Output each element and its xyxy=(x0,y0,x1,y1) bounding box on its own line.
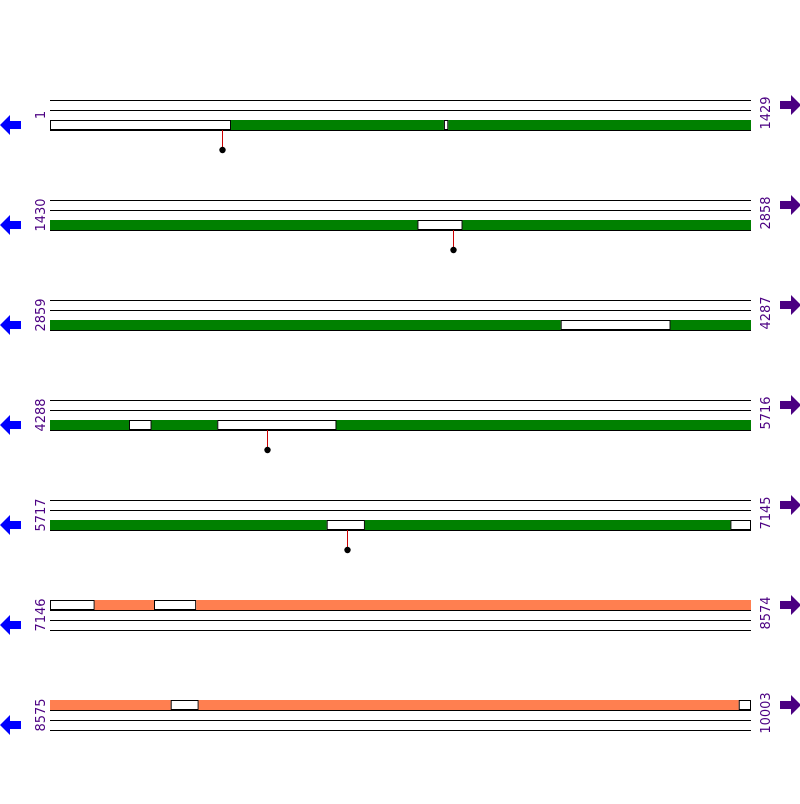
feature-gap xyxy=(417,220,463,230)
left-arrow-icon[interactable] xyxy=(0,615,21,635)
feature-gap xyxy=(50,120,232,130)
row-end-label: 7145 xyxy=(759,496,774,529)
marker-head[interactable] xyxy=(219,146,226,154)
feature-gap xyxy=(738,700,752,710)
left-arrow-icon[interactable] xyxy=(0,315,21,335)
row-end-label: 2858 xyxy=(759,196,774,229)
sequence-row: 4288 5716 xyxy=(0,395,800,454)
left-arrow-icon[interactable] xyxy=(0,215,21,235)
row-end-label: 10003 xyxy=(759,692,774,733)
right-arrow-icon[interactable] xyxy=(780,395,800,415)
feature-bar xyxy=(94,600,154,610)
sequence-row: 1 1429 xyxy=(0,95,800,154)
row-start-label: 1 xyxy=(34,111,49,119)
right-arrow-icon[interactable] xyxy=(780,495,800,515)
sequence-row: 7146 8574 xyxy=(0,595,800,635)
feature-bar xyxy=(50,220,418,230)
right-arrow-icon[interactable] xyxy=(780,695,800,715)
feature-bar xyxy=(336,420,751,430)
feature-gap xyxy=(326,520,365,530)
row-start-label: 2859 xyxy=(34,298,49,331)
row-start-label: 8575 xyxy=(34,698,49,731)
feature-bar xyxy=(364,520,731,530)
marker-head[interactable] xyxy=(264,446,271,454)
feature-gap xyxy=(170,700,199,710)
feature-bar xyxy=(151,420,218,430)
feature-bar xyxy=(50,700,171,710)
row-start-label: 4288 xyxy=(34,398,49,431)
row-end-label: 4287 xyxy=(759,296,774,329)
feature-gap xyxy=(443,120,449,130)
left-arrow-icon[interactable] xyxy=(0,415,21,435)
feature-gap xyxy=(153,600,197,610)
row-end-label: 5716 xyxy=(759,396,774,429)
feature-gap xyxy=(560,320,671,330)
feature-bar xyxy=(231,120,444,130)
sequence-row: 8575 10003 xyxy=(0,692,800,735)
right-arrow-icon[interactable] xyxy=(780,595,800,615)
feature-bar xyxy=(448,120,751,130)
row-start-label: 5717 xyxy=(34,498,49,531)
row-start-label: 7146 xyxy=(34,598,49,631)
sequence-row: 1430 2858 xyxy=(0,195,800,254)
marker-head[interactable] xyxy=(344,546,351,554)
row-end-label: 8574 xyxy=(759,596,774,629)
feature-bar xyxy=(50,520,327,530)
feature-gap xyxy=(217,420,337,430)
marker-head[interactable] xyxy=(450,246,457,254)
feature-bar xyxy=(462,220,751,230)
feature-gap xyxy=(730,520,752,530)
row-start-label: 1430 xyxy=(34,198,49,231)
feature-bar xyxy=(50,320,561,330)
left-arrow-icon[interactable] xyxy=(0,715,21,735)
sequence-row: 2859 4287 xyxy=(0,295,800,335)
left-arrow-icon[interactable] xyxy=(0,515,21,535)
feature-bar xyxy=(198,700,739,710)
right-arrow-icon[interactable] xyxy=(780,195,800,215)
feature-gap xyxy=(50,600,95,610)
right-arrow-icon[interactable] xyxy=(780,295,800,315)
feature-bar xyxy=(50,420,129,430)
feature-bar xyxy=(196,600,751,610)
sequence-row: 5717 7145 xyxy=(0,495,800,554)
feature-bar xyxy=(670,320,751,330)
feature-gap xyxy=(128,420,152,430)
row-end-label: 1429 xyxy=(759,96,774,129)
right-arrow-icon[interactable] xyxy=(780,95,800,115)
left-arrow-icon[interactable] xyxy=(0,115,21,135)
